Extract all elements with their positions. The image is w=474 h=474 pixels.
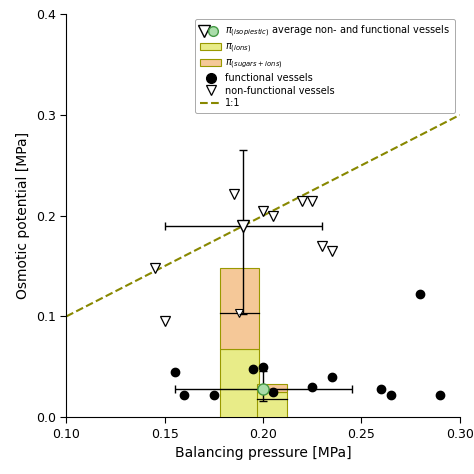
X-axis label: Balancing pressure [MPa]: Balancing pressure [MPa] xyxy=(175,446,351,460)
Bar xyxy=(220,349,259,417)
Bar xyxy=(257,392,287,417)
Bar xyxy=(220,268,259,349)
Y-axis label: Osmotic potential [MPa]: Osmotic potential [MPa] xyxy=(17,132,30,299)
Bar xyxy=(257,384,287,392)
Legend: $\pi_{(isopiestic)}$ average non- and functional vessels, $\pi_{(ions)}$, $\pi_{: $\pi_{(isopiestic)}$ average non- and fu… xyxy=(195,19,455,113)
